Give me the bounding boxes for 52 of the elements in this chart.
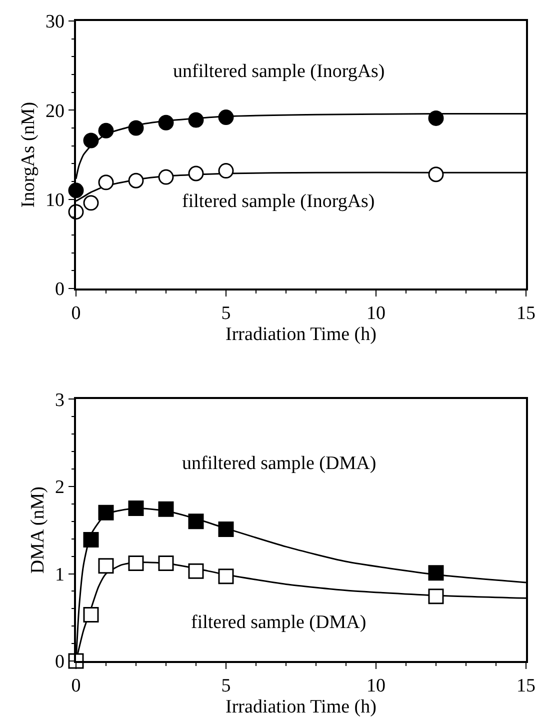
x-axis-title: Irradiation Time (h): [226, 324, 376, 346]
x-tick-label: 0: [71, 676, 81, 697]
point: [428, 166, 444, 182]
point: [98, 174, 114, 190]
point: [83, 195, 99, 211]
point: [98, 558, 114, 574]
y-tick-label: 0: [54, 279, 64, 300]
y-tick-label: 1: [54, 564, 64, 586]
point: [158, 114, 174, 130]
point: [158, 556, 174, 572]
point: [218, 522, 234, 537]
point: [158, 169, 174, 185]
x-tick-label: 0: [71, 303, 81, 324]
point: [428, 588, 444, 604]
y-tick-label: 10: [45, 190, 64, 211]
point: [188, 166, 204, 182]
point: [98, 122, 114, 138]
point: [128, 120, 144, 136]
point: [98, 504, 114, 520]
x-tick-label: 15: [516, 676, 536, 697]
x-tick-label: 5: [221, 303, 231, 324]
y-axis-title: InorgAs (nM): [18, 102, 39, 208]
point: [218, 110, 234, 126]
point: [188, 112, 204, 128]
point: [188, 514, 204, 530]
point: [428, 565, 444, 581]
point: [158, 501, 174, 517]
x-tick-label: 5: [221, 676, 231, 697]
series-label: filtered sample (InorgAs): [182, 191, 375, 212]
y-tick-label: 30: [45, 12, 64, 33]
point: [83, 132, 99, 148]
x-tick-label: 15: [516, 303, 536, 324]
point: [128, 556, 144, 572]
x-axis-title: Irradiation Time (h): [226, 696, 376, 718]
point: [218, 568, 234, 584]
y-tick-label: 3: [54, 390, 64, 411]
x-tick-label: 10: [366, 303, 386, 324]
y-tick-label: 0: [54, 652, 64, 673]
point: [83, 607, 99, 623]
point: [83, 532, 99, 548]
point: [188, 563, 204, 579]
point: [218, 163, 234, 179]
point: [128, 172, 144, 188]
x-tick-label: 10: [366, 676, 386, 697]
series-label: unfiltered sample (InorgAs): [173, 61, 385, 82]
series-label: filtered sample (DMA): [191, 612, 366, 633]
y-axis-title: DMA (nM): [27, 486, 48, 574]
series-label: unfiltered sample (DMA): [182, 453, 376, 474]
y-tick-label: 2: [54, 477, 64, 498]
point: [428, 110, 444, 126]
y-tick-label: 20: [45, 100, 64, 122]
point: [128, 500, 144, 516]
